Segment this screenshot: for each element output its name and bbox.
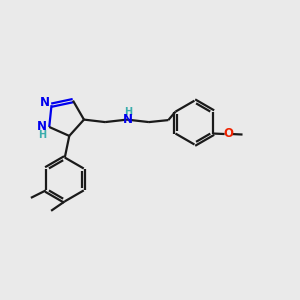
Text: O: O (223, 127, 233, 140)
Text: H: H (38, 130, 46, 140)
Text: N: N (122, 112, 133, 126)
Text: N: N (37, 120, 47, 133)
Text: N: N (40, 96, 50, 109)
Text: H: H (124, 106, 132, 117)
